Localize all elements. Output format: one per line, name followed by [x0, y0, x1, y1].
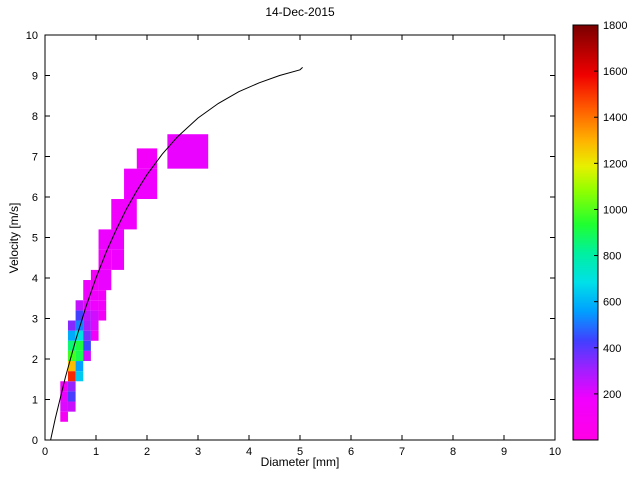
- terminal-velocity-curve: [50, 67, 303, 441]
- heatmap-cell: [75, 361, 84, 372]
- heatmap-cell: [67, 320, 76, 331]
- colorbar-tick-label: 1200: [603, 158, 627, 170]
- x-tick-label: 8: [450, 446, 456, 458]
- colorbar-tick-label: 200: [603, 389, 621, 401]
- heatmap-cell: [67, 371, 76, 382]
- colorbar-tick-label: 1000: [603, 204, 627, 216]
- y-tick-label: 6: [32, 192, 38, 204]
- heatmap-cell: [67, 401, 76, 412]
- heatmap-cell: [90, 330, 99, 341]
- y-tick-label: 4: [32, 273, 38, 285]
- heatmap-cell: [75, 340, 84, 351]
- heatmap-cell: [75, 350, 84, 362]
- colorbar-tick-label: 800: [603, 251, 621, 263]
- y-tick-label: 9: [32, 71, 38, 83]
- heatmap-cell: [60, 391, 68, 402]
- heatmap-cell: [98, 229, 125, 250]
- y-tick-label: 7: [32, 152, 38, 164]
- heatmap-cell: [90, 269, 99, 291]
- heatmap-cell: [83, 320, 91, 331]
- heatmap-cell: [98, 269, 112, 291]
- x-tick-label: 6: [348, 446, 354, 458]
- y-tick-label: 8: [32, 111, 38, 123]
- heatmap-cell: [67, 381, 76, 392]
- heatmap-cell: [67, 330, 76, 341]
- y-tick-label: 0: [32, 435, 38, 447]
- y-tick-label: 10: [26, 30, 38, 42]
- y-axis-label: Velocity [m/s]: [7, 202, 21, 274]
- heatmap-cell: [67, 340, 76, 351]
- heatmap-cell: [67, 361, 76, 372]
- heatmap-cell: [60, 381, 68, 392]
- y-tick-label: 3: [32, 314, 38, 326]
- heatmap-cell: [90, 310, 99, 321]
- heatmap-cell: [167, 134, 209, 169]
- heatmap-cell: [75, 371, 84, 382]
- heatmap-cell: [75, 330, 84, 341]
- x-axis-label: Diameter [mm]: [260, 455, 340, 469]
- x-tick-label: 5: [297, 446, 303, 458]
- heatmap-cell: [98, 290, 107, 301]
- heatmap-cell: [60, 411, 68, 422]
- colorbar-tick-label: 1600: [603, 66, 627, 78]
- heatmap-cell: [136, 148, 158, 169]
- colorbar-tick-label: 1800: [603, 20, 627, 32]
- y-tick-label: 5: [32, 233, 38, 245]
- heatmap-cell: [60, 401, 68, 412]
- heatmap-cell: [83, 310, 91, 321]
- heatmap-cell: [83, 280, 91, 301]
- heatmap-cell: [67, 391, 76, 402]
- chart-title: 14-Dec-2015: [265, 5, 335, 19]
- heatmap-cell: [75, 320, 84, 331]
- heatmap-cell: [83, 340, 91, 351]
- x-tick-label: 4: [246, 446, 252, 458]
- y-tick-label: 1: [32, 395, 38, 407]
- heatmap-cell: [98, 300, 107, 311]
- colorbar-tick-label: 1400: [603, 112, 627, 124]
- heatmap-cell: [75, 310, 84, 321]
- heatmap-cell: [90, 290, 99, 301]
- x-tick-label: 7: [399, 446, 405, 458]
- x-tick-label: 0: [42, 446, 48, 458]
- heatmap-cell: [75, 300, 84, 311]
- x-tick-label: 9: [501, 446, 507, 458]
- x-tick-label: 10: [549, 446, 561, 458]
- heatmap-cell: [83, 350, 91, 362]
- colorbar-tick-label: 400: [603, 343, 621, 355]
- heatmap-cell: [98, 310, 107, 321]
- x-tick-label: 2: [144, 446, 150, 458]
- heatmap-cell: [83, 300, 91, 311]
- x-tick-label: 1: [93, 446, 99, 458]
- y-tick-label: 2: [32, 354, 38, 366]
- colorbar: [572, 24, 599, 441]
- heatmap-cell: [83, 330, 91, 341]
- heatmap-cell: [111, 249, 125, 270]
- heatmap-cell: [124, 168, 158, 200]
- x-tick-label: 3: [195, 446, 201, 458]
- heatmap-cell: [98, 249, 112, 270]
- colorbar-tick-label: 600: [603, 297, 621, 309]
- heatmap-cell: [90, 300, 99, 311]
- heatmap-cell: [90, 320, 99, 331]
